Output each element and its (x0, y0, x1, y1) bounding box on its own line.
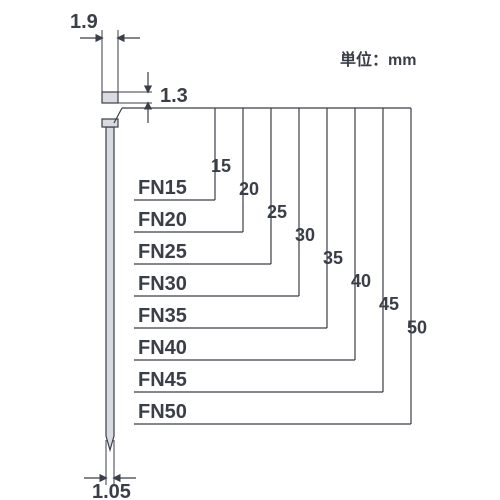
model-label: FN15 (138, 177, 187, 199)
model-label: FN50 (138, 401, 187, 423)
model-label: FN35 (138, 305, 187, 327)
nail-spec-diagram: 1.9 1.3 1.05 単位：mm FN15 15 FN20 20 FN25 25 FN30 30 F… (0, 0, 500, 500)
unit-label: 単位：mm (340, 50, 416, 69)
length-number: 20 (239, 179, 259, 199)
length-number: 40 (351, 271, 371, 291)
model-label: FN40 (138, 337, 187, 359)
model-label: FN20 (138, 209, 187, 231)
shank-width-label: 1.05 (92, 481, 131, 500)
model-label: FN45 (138, 369, 187, 391)
head-height-label: 1.3 (160, 85, 188, 107)
length-number: 35 (323, 248, 343, 268)
nail-shank (106, 127, 114, 450)
head-width-label: 1.9 (70, 11, 98, 33)
length-number: 15 (211, 156, 231, 176)
model-label: FN25 (138, 241, 187, 263)
length-number: 45 (379, 294, 399, 314)
length-number: 25 (267, 202, 287, 222)
nail-head (102, 92, 118, 103)
model-label: FN30 (138, 273, 187, 295)
length-number: 50 (407, 317, 427, 337)
length-number: 30 (295, 225, 315, 245)
